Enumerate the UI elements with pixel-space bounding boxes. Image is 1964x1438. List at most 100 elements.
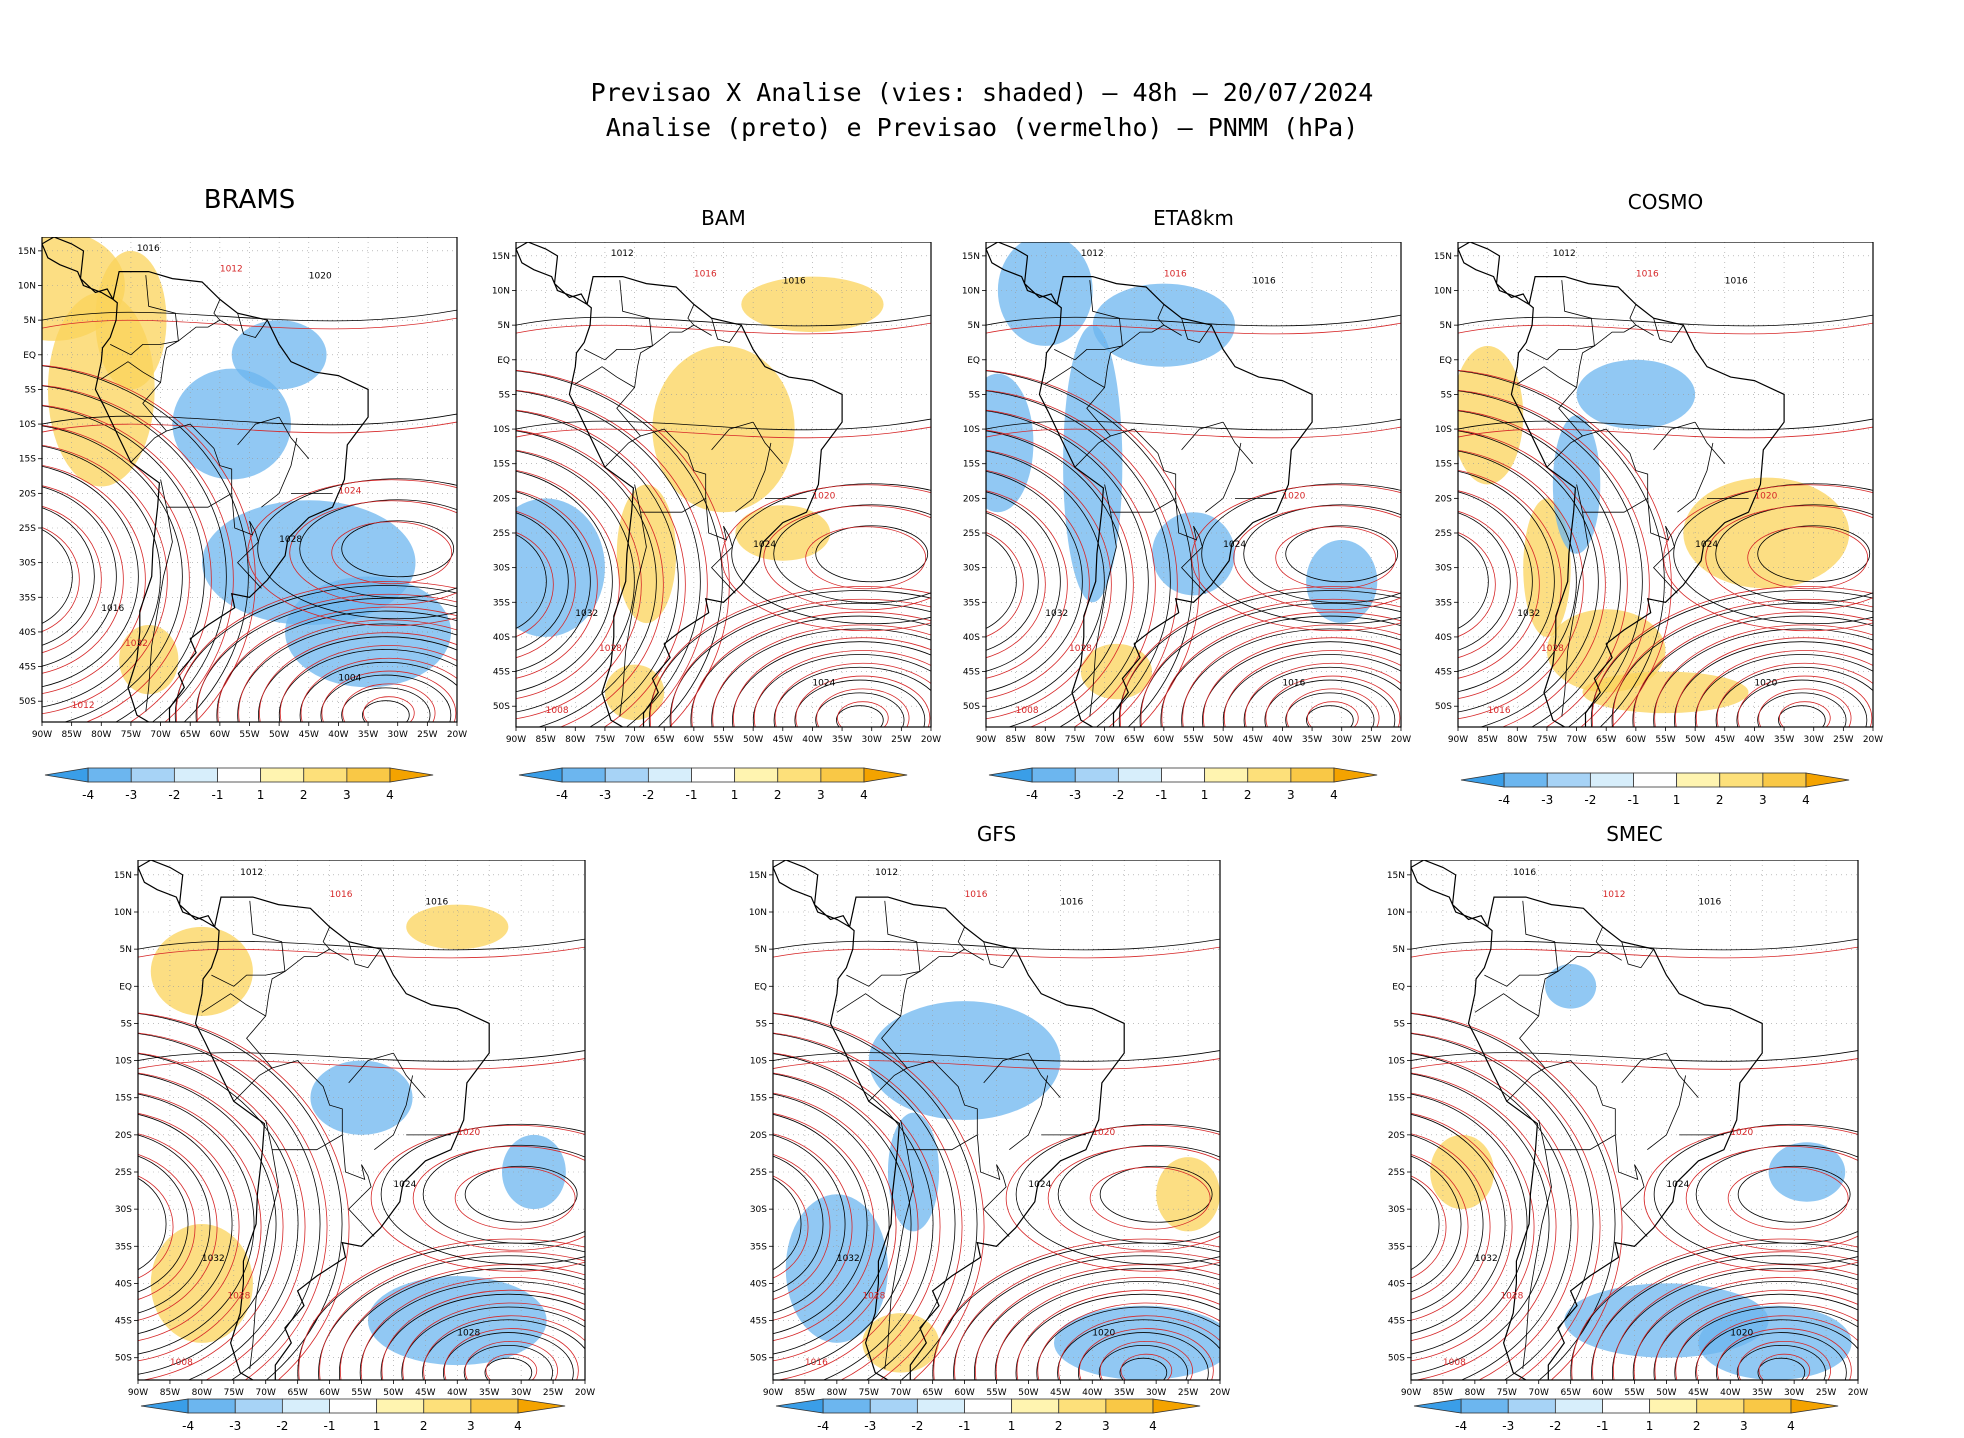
lat-tick-label: EQ <box>497 356 510 366</box>
forecast-isobar <box>1458 449 1584 720</box>
colorbar-label: -3 <box>125 788 137 802</box>
lon-tick-label: 85W <box>535 735 555 745</box>
lat-tick-label: 50S <box>750 1354 767 1364</box>
country-border <box>130 430 167 463</box>
forecast-isobar <box>381 1289 585 1380</box>
lat-tick-label: 45S <box>1388 1317 1405 1327</box>
isobar-label: 1024 <box>393 1180 416 1190</box>
lon-tick-label: 60W <box>684 735 704 745</box>
forecast-isobar <box>300 657 457 722</box>
analysis-isobar <box>773 1155 824 1293</box>
forecast-isobar <box>773 1112 875 1342</box>
analysis-isobar <box>1632 615 1873 727</box>
map-area: 1012 1016 1016 1020 1024 1028 1032 1008 1028 15N 1… <box>114 860 595 1398</box>
positive-bias-area <box>616 484 677 624</box>
country-border <box>906 1060 978 1135</box>
forecast-isobar <box>1747 526 1869 590</box>
colorbar-label: 2 <box>774 788 782 802</box>
lat-tick-label: 10N <box>1434 287 1452 297</box>
colorbar-label: 2 <box>1055 1419 1063 1433</box>
forecast-isobar <box>1633 611 1873 727</box>
colorbar-label: -4 <box>1498 793 1510 807</box>
colorbar-swatch <box>1790 1398 1839 1414</box>
analysis-isobar <box>1181 628 1401 727</box>
lat-tick-label: 20S <box>493 494 510 504</box>
lon-tick-label: 60W <box>1626 735 1646 745</box>
lat-tick-label: 10S <box>493 425 510 435</box>
analysis-isobar <box>1411 1093 1528 1355</box>
analysis-isobar <box>836 705 884 727</box>
colorbar-swatch <box>423 1398 472 1414</box>
forecast-isobar <box>138 1112 240 1342</box>
panel-title: GFS <box>976 822 1017 846</box>
country-border <box>976 1134 1010 1237</box>
colorbar-label: 2 <box>420 1419 428 1433</box>
analysis-isobar <box>1458 314 1873 327</box>
isobar-label: 1004 <box>338 673 361 683</box>
isobar-label: 1012 <box>240 868 263 878</box>
analysis-isobar <box>773 504 931 604</box>
figure-title-line-1: Previsao X Analise (vies: shaded) – 48h … <box>590 78 1374 107</box>
lat-tick-label: 10N <box>492 287 510 297</box>
forecast-isobar <box>1411 1072 1557 1380</box>
analysis-isobar <box>1590 590 1873 727</box>
lat-tick-label: 20S <box>115 1131 132 1141</box>
coastline <box>516 242 588 305</box>
lon-tick-label: 40W <box>802 735 822 745</box>
analysis-isobar <box>773 938 1220 951</box>
colorbar-label: 1 <box>1008 1419 1016 1433</box>
forecast-isobar <box>1458 389 1650 727</box>
analysis-isobar <box>648 590 931 727</box>
country-border <box>101 361 161 383</box>
country-border <box>836 993 901 1017</box>
lon-tick-label: 35W <box>1114 1388 1134 1398</box>
analysis-isobar <box>1411 1033 1594 1380</box>
forecast-isobar <box>1696 1315 1858 1380</box>
colorbar-label: 1 <box>1646 1419 1654 1433</box>
forecast-isobar <box>1675 1302 1858 1380</box>
analysis-isobar <box>138 1134 211 1314</box>
lon-tick-label: 30W <box>511 1388 531 1398</box>
colorbar-swatch <box>281 1398 330 1414</box>
analysis-isobar <box>1757 1357 1806 1380</box>
colorbar-swatch <box>1589 772 1634 788</box>
forecast-isobar <box>1411 1058 1858 1070</box>
forecast-isobar <box>175 581 457 722</box>
forecast-isobar <box>1458 426 1873 439</box>
forecast-isobar <box>1779 701 1831 727</box>
lon-tick-label: 20W <box>575 1388 595 1398</box>
colorbar-label: 3 <box>467 1419 475 1433</box>
analysis-isobar <box>1201 483 1401 625</box>
colorbar-swatch <box>1247 767 1292 783</box>
lat-tick-label: 15N <box>1387 871 1405 881</box>
country-border <box>1028 1052 1061 1098</box>
country-border <box>1526 280 1595 361</box>
lat-tick-label: 10S <box>963 425 980 435</box>
isobar-label: 1016 <box>1282 678 1305 688</box>
analysis-isobar <box>711 628 931 727</box>
forecast-isobar <box>1458 510 1518 659</box>
lat-tick-label: 50S <box>115 1354 132 1364</box>
analysis-isobar <box>339 1268 585 1380</box>
lon-tick-label: 40W <box>1744 735 1764 745</box>
lon-tick-label: 45W <box>299 730 319 740</box>
colorbar-swatch <box>1503 772 1548 788</box>
lon-tick-label: 45W <box>415 1388 435 1398</box>
forecast-isobar <box>370 1124 585 1272</box>
forecast-isobar <box>42 485 124 674</box>
forecast-isobar <box>753 650 931 727</box>
forecast-isobar <box>516 409 686 727</box>
colorbar-label: -4 <box>82 788 94 802</box>
lon-tick-label: 90W <box>763 1388 783 1398</box>
country-border <box>1647 498 1678 594</box>
lon-tick-label: 20W <box>1863 735 1883 745</box>
negative-bias-area <box>1152 512 1235 596</box>
colorbar-label: -3 <box>599 788 611 802</box>
analysis-isobar <box>1411 1073 1550 1375</box>
lat-tick-label: 25S <box>19 524 36 534</box>
isobar-label: 1016 <box>1488 706 1511 716</box>
analysis-isobar <box>1611 602 1873 727</box>
colorbar-swatch <box>1546 772 1591 788</box>
lat-tick-label: 15S <box>963 460 980 470</box>
analysis-isobar <box>299 499 457 599</box>
